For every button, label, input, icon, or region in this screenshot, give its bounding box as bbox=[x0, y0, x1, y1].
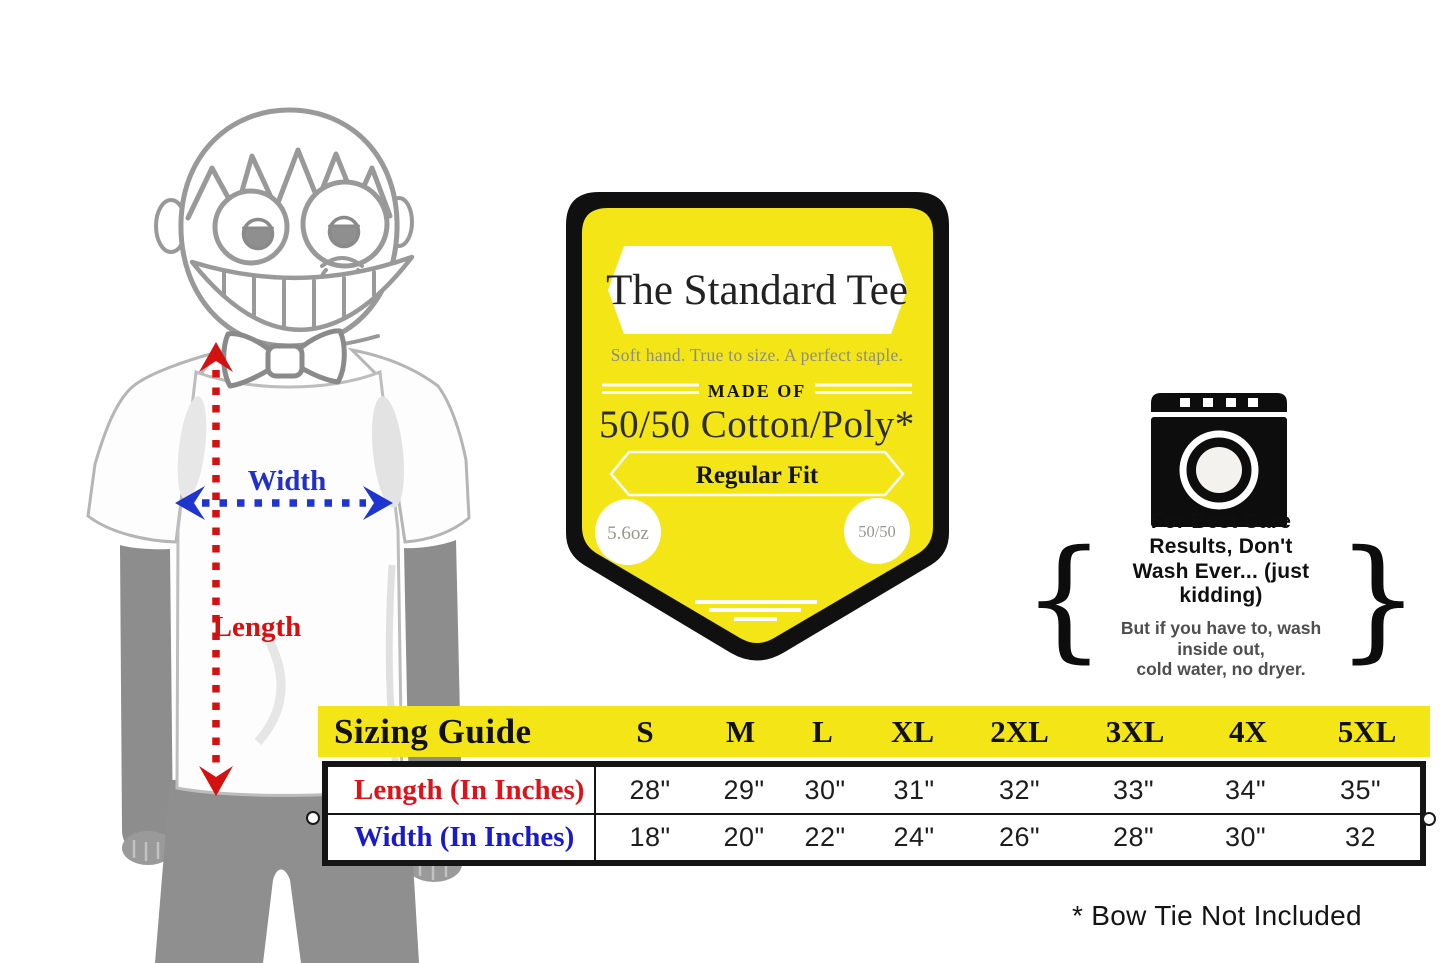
eyes bbox=[212, 179, 390, 269]
sizing-guide-table: Length (In Inches) 28" 29" 30" 31" 32" 3… bbox=[322, 761, 1426, 866]
length-m: 29" bbox=[723, 774, 765, 805]
fit-label: Regular Fit bbox=[696, 462, 819, 489]
weight-circle bbox=[595, 499, 661, 565]
width-row-label: Width (In Inches) bbox=[328, 815, 596, 860]
length-2xl: 32" bbox=[998, 774, 1041, 805]
table-left-ring bbox=[306, 811, 320, 825]
size-col-3xl: 3XL bbox=[1105, 713, 1165, 749]
care-line-4: cold water, no dryer. bbox=[1136, 659, 1306, 680]
title-banner bbox=[608, 246, 907, 334]
width-label: Width bbox=[248, 465, 326, 497]
care-line-2: Wash Ever... (just kidding) bbox=[1132, 559, 1310, 608]
width-arrow bbox=[175, 486, 393, 520]
size-col-s: S bbox=[636, 713, 654, 749]
blend-circle bbox=[844, 498, 910, 564]
made-of-rules bbox=[602, 383, 912, 394]
length-3xl: 33" bbox=[1112, 774, 1155, 805]
length-xl: 31" bbox=[893, 774, 935, 805]
material-text: 50/50 Cotton/Poly* bbox=[599, 403, 915, 446]
width-5xl: 32 bbox=[1344, 822, 1377, 852]
right-brace: } bbox=[1336, 522, 1420, 676]
product-badge: The Standard Tee Soft hand. True to size… bbox=[566, 192, 949, 661]
length-label: Length bbox=[213, 611, 302, 643]
width-row: Width (In Inches) 18" 20" 22" 24" 26" 28… bbox=[328, 815, 1420, 860]
size-col-4x: 4X bbox=[1229, 713, 1267, 749]
width-s: 18" bbox=[629, 822, 671, 852]
washing-machine-icon bbox=[1151, 393, 1287, 527]
width-m: 20" bbox=[723, 822, 765, 852]
size-col-l: L bbox=[812, 713, 833, 749]
weight-text: 5.6oz bbox=[607, 523, 649, 544]
width-4x: 30" bbox=[1224, 822, 1267, 852]
bow-tie-footnote: * Bow Tie Not Included bbox=[1072, 900, 1362, 931]
cartoon-head bbox=[154, 107, 415, 351]
width-2xl: 26" bbox=[998, 822, 1041, 852]
blend-text: 50/50 bbox=[858, 522, 896, 541]
sizing-guide-title: Sizing Guide bbox=[334, 711, 532, 751]
width-xl: 24" bbox=[893, 822, 935, 852]
width-3xl: 28" bbox=[1112, 822, 1155, 852]
length-s: 28" bbox=[629, 774, 671, 805]
made-of-label: MADE OF bbox=[708, 381, 807, 401]
sizing-guide-header: Sizing Guide S M L XL 2XL 3XL 4X 5XL bbox=[318, 706, 1430, 757]
size-col-2xl: 2XL bbox=[990, 713, 1049, 749]
care-instructions: { For Best Care Results, Don't Wash Ever… bbox=[1022, 510, 1420, 679]
size-col-xl: XL bbox=[890, 713, 935, 749]
size-col-m: M bbox=[725, 713, 756, 749]
badge-title: The Standard Tee bbox=[606, 267, 908, 314]
badge-bottom-rules bbox=[695, 600, 817, 621]
care-line-3: But if you have to, wash inside out, bbox=[1120, 618, 1322, 659]
length-5xl: 35" bbox=[1339, 774, 1382, 805]
left-brace: { bbox=[1022, 522, 1106, 676]
tshirt bbox=[86, 346, 471, 797]
table-right-ring bbox=[1422, 812, 1436, 826]
length-row: Length (In Inches) 28" 29" 30" 31" 32" 3… bbox=[328, 767, 1420, 815]
length-row-label: Length (In Inches) bbox=[328, 767, 596, 813]
fit-banner bbox=[609, 450, 905, 497]
care-line-1: For Best Care Results, Don't bbox=[1149, 510, 1293, 558]
care-text: For Best Care Results, Don't Wash Ever..… bbox=[1106, 510, 1336, 680]
size-col-5xl: 5XL bbox=[1337, 713, 1397, 749]
badge-tagline: Soft hand. True to size. A perfect stapl… bbox=[611, 345, 904, 365]
length-arrow bbox=[199, 342, 233, 796]
length-4x: 34" bbox=[1224, 774, 1267, 805]
length-l: 30" bbox=[804, 774, 846, 805]
width-l: 22" bbox=[804, 822, 846, 852]
